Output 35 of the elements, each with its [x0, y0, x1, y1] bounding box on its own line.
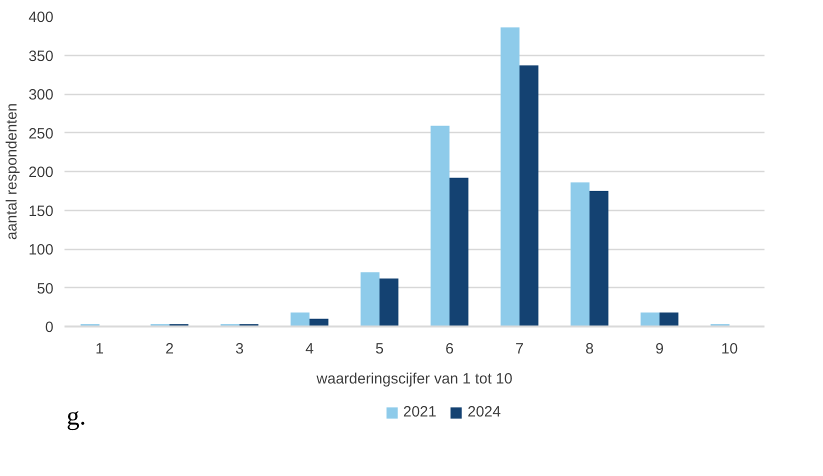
bar: [590, 190, 608, 326]
y-tick-label: 100: [28, 242, 54, 258]
x-tick-label: 4: [305, 340, 314, 358]
y-tick-label: 250: [28, 125, 54, 142]
bar: [450, 178, 468, 326]
y-tick-label: 50: [36, 280, 54, 298]
y-axis-title: aantal respondenten: [3, 103, 20, 240]
y-tick-label: 200: [28, 164, 54, 181]
y-tick-label: 300: [28, 86, 54, 104]
bar: [380, 278, 398, 326]
x-tick-label: 5: [375, 340, 384, 358]
bar: [570, 182, 590, 326]
bar: [430, 126, 450, 326]
y-tick-label: 350: [28, 48, 54, 65]
x-tick-label: 8: [585, 340, 594, 358]
x-tick-label: 6: [445, 340, 454, 358]
bar: [520, 65, 538, 326]
legend-label: 2024: [468, 404, 501, 420]
y-tick-label: 150: [28, 202, 54, 220]
x-tick-label: 9: [655, 340, 664, 358]
y-tick-label: 400: [28, 9, 54, 26]
bar: [660, 312, 678, 326]
x-tick-label: 2: [165, 340, 174, 358]
bar: [290, 312, 310, 326]
bar: [360, 272, 380, 326]
x-tick-label: 1: [95, 340, 104, 358]
x-axis-title: waarderingscijfer van 1 tot 10: [316, 370, 512, 388]
x-tick-label: 3: [235, 340, 244, 358]
legend-label: 2021: [403, 404, 436, 420]
x-tick-label: 7: [515, 340, 524, 358]
bar: [640, 312, 660, 326]
text: g.: [66, 402, 86, 430]
bar: [500, 27, 520, 326]
x-tick-label: 10: [721, 340, 738, 358]
y-tick-label: 0: [45, 319, 54, 336]
